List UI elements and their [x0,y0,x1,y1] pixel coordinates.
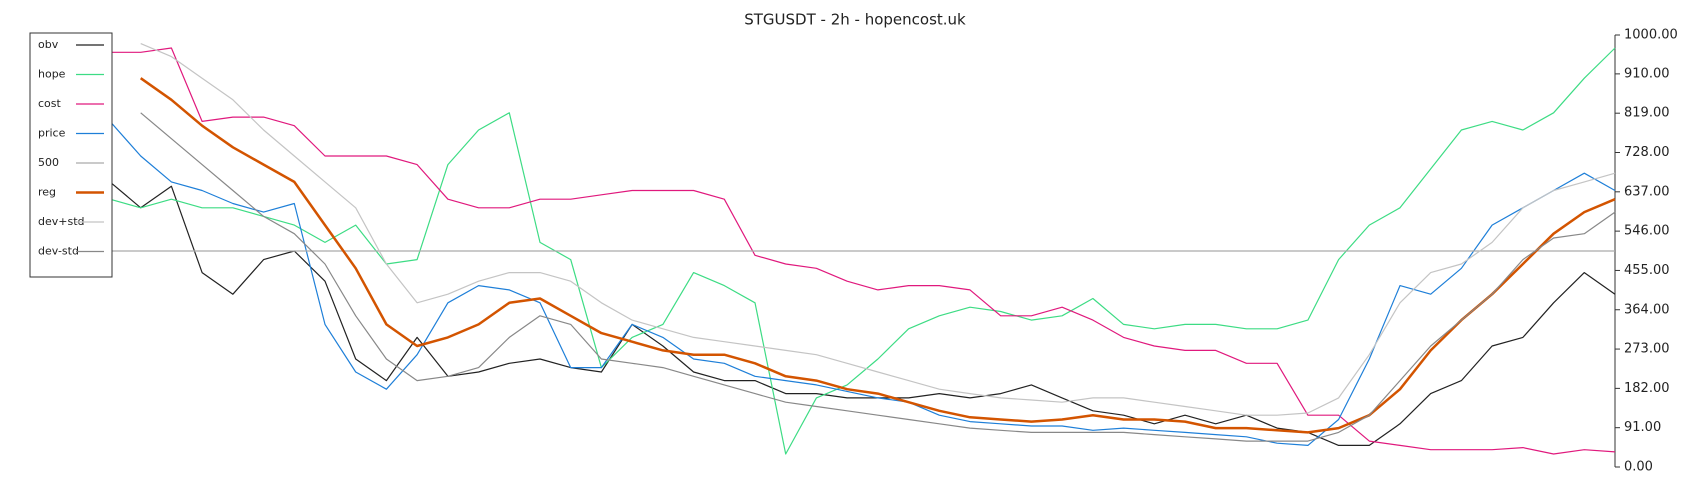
y-tick-label: 0.00 [1624,460,1653,475]
legend: obv hope cost price 500 reg dev+std dev-std [29,32,113,278]
legend-label: dev+std [38,215,85,228]
legend-label: reg [38,186,56,199]
y-tick-label: 273.00 [1624,342,1670,357]
legend-label: hope [38,68,66,81]
y-tick-label: 364.00 [1624,302,1670,317]
legend-label: cost [38,97,62,110]
series-line [109,121,1616,446]
series-line [109,181,1616,446]
series-line [140,112,1616,442]
y-tick-label: 455.00 [1624,263,1670,278]
chart-title: STGUSDT - 2h - hopencost.uk [744,11,966,29]
series-line [140,43,1616,416]
series-line [109,47,1616,455]
y-tick-label: 910.00 [1624,66,1670,81]
y-tick-label: 1000.00 [1624,28,1678,43]
y-tick-label: 546.00 [1624,224,1670,239]
series-line [110,47,1616,455]
y-tick-label: 728.00 [1624,145,1670,160]
legend-label: dev-std [38,245,79,258]
y-tick-label: 91.00 [1624,420,1661,435]
y-tick-label: 819.00 [1624,106,1670,121]
legend-box [29,32,113,278]
legend-label: obv [38,38,59,51]
y-tick-label: 182.00 [1624,381,1670,396]
legend-label: 500 [38,156,59,169]
legend-label: price [38,127,66,140]
y-tick-label: 637.00 [1624,184,1670,199]
